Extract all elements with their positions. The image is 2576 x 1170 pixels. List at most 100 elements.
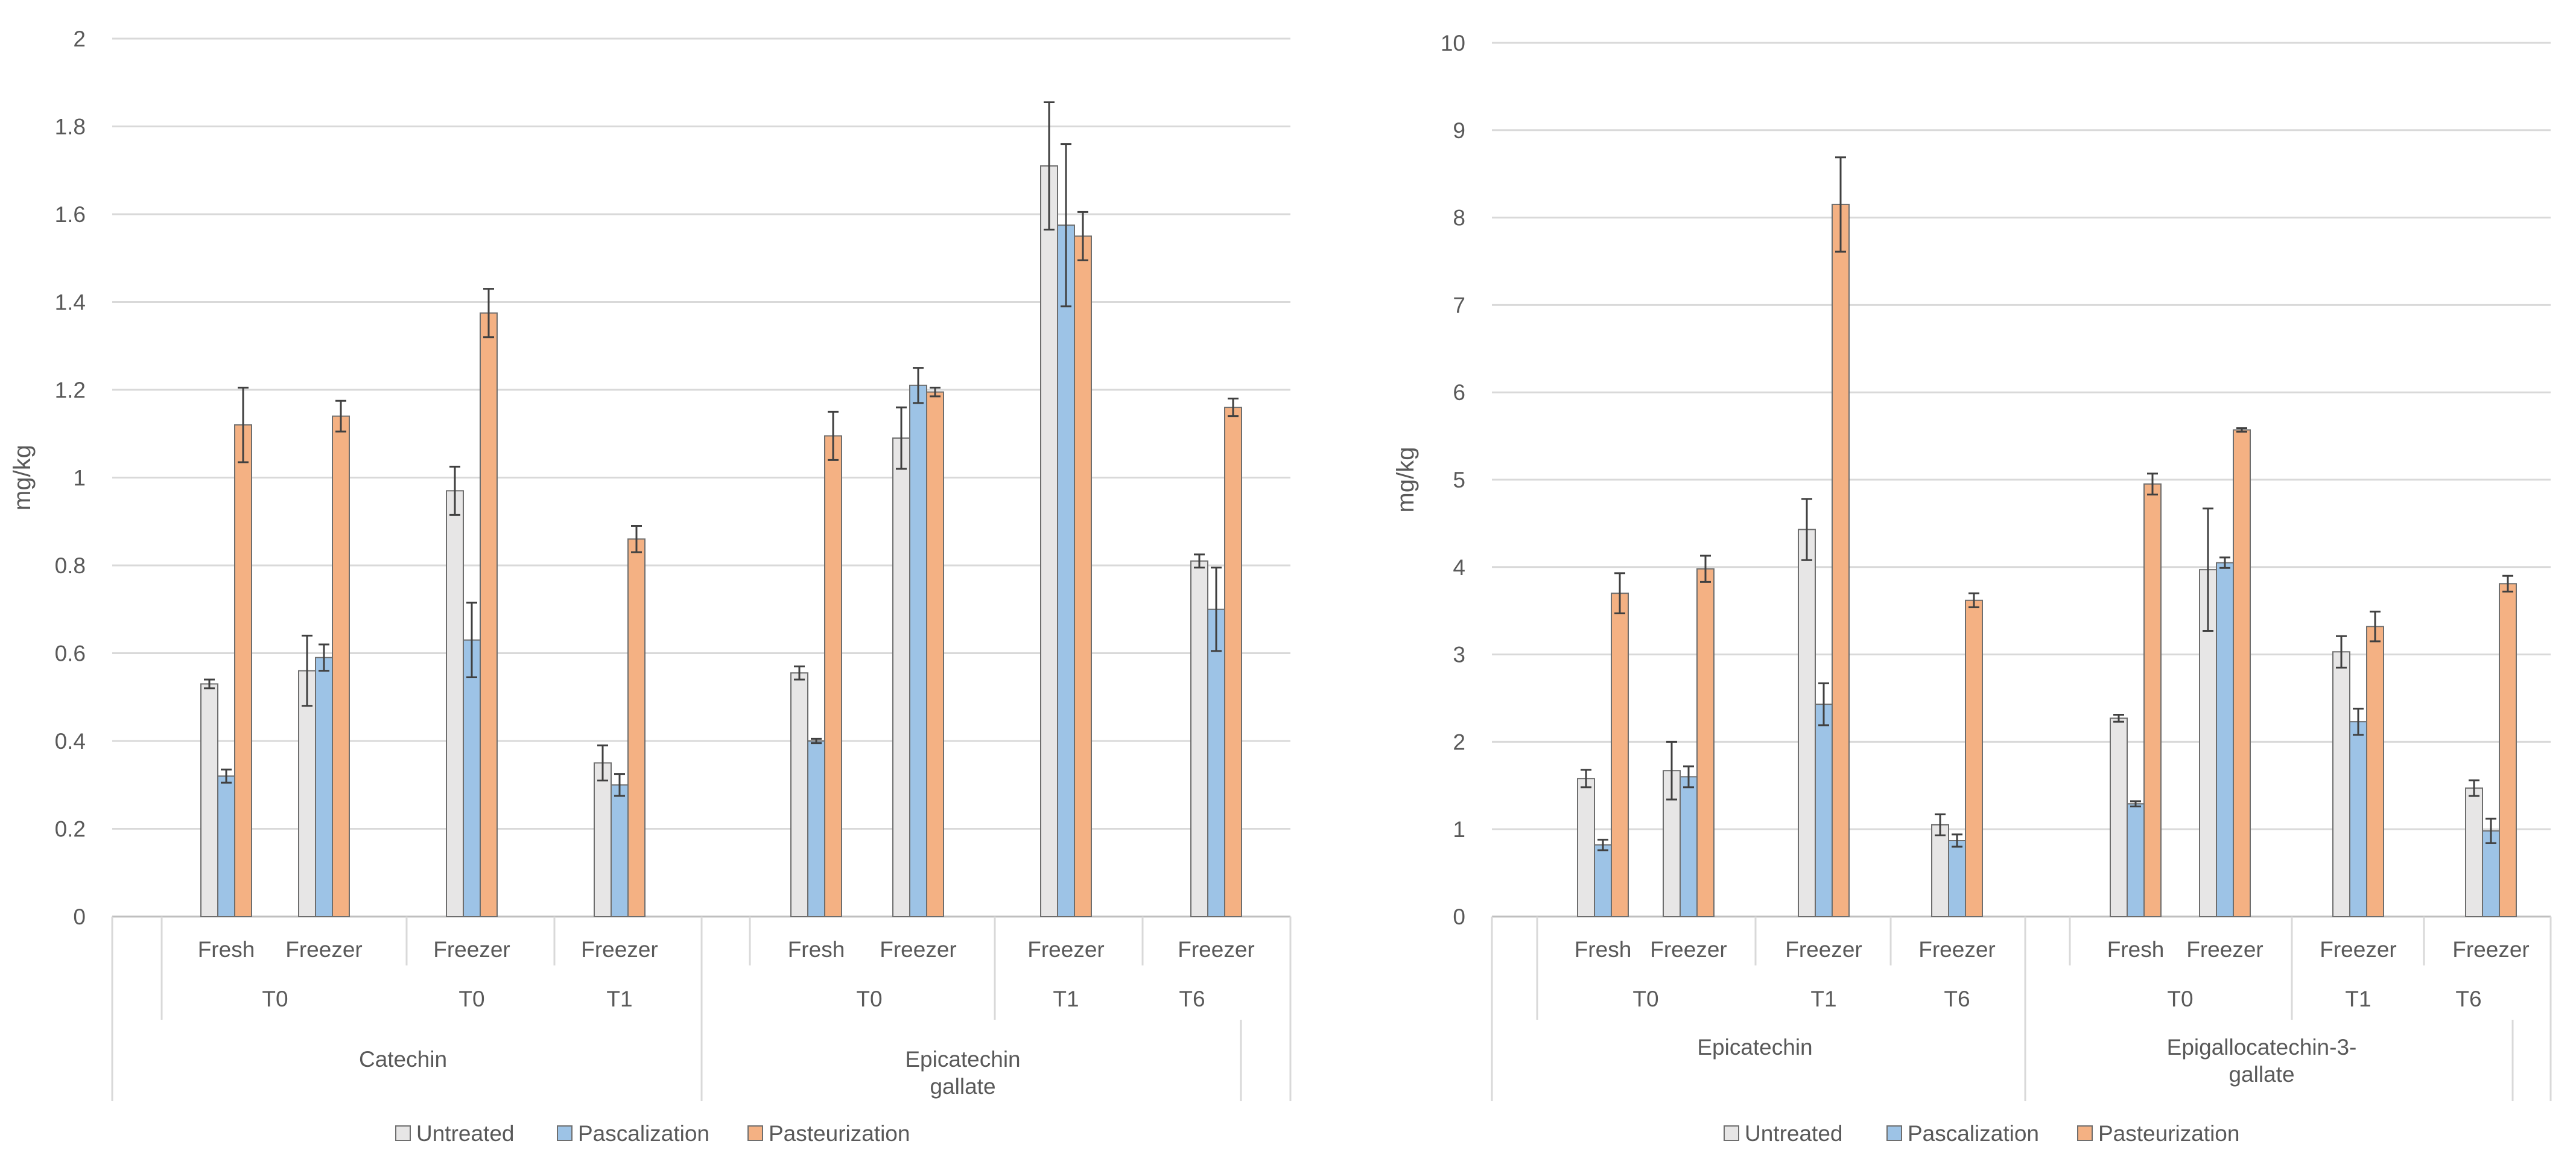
bar-pascalization xyxy=(2216,562,2234,917)
bar-pascalization xyxy=(1680,776,1698,917)
chart-catechin-ecg: 0 0.2 0.4 0.6 0.8 1 1.2 1.4 1.6 1.8 2 mg/kg Fresh Fre… xyxy=(9,27,1292,1146)
bar-pasteurization xyxy=(824,435,842,917)
bar-pascalization xyxy=(807,740,825,917)
x-tick-storage-label: Freezer xyxy=(2320,937,2396,962)
bar-pasteurization xyxy=(1696,568,1715,917)
legend-swatch-untreated xyxy=(395,1125,411,1141)
bar-untreated xyxy=(446,490,464,917)
x-tick-storage-label: Freezer xyxy=(880,937,956,962)
y-tick-label: 0 xyxy=(73,905,86,929)
legend-swatch-pasteurization xyxy=(747,1125,763,1141)
bar-untreated xyxy=(2465,787,2483,918)
legend-label: Pasteurization xyxy=(769,1121,910,1146)
bar-pascalization xyxy=(1207,608,1225,917)
bar-untreated xyxy=(1931,824,1949,917)
y-tick-label: 0.8 xyxy=(55,553,86,578)
y-tick-label: 8 xyxy=(1453,206,1465,231)
x-tick-time-label: T6 xyxy=(2455,987,2481,1011)
y-axis-title: mg/kg xyxy=(1392,447,1419,513)
x-tick-compound-label: Catechin xyxy=(359,1047,447,1072)
y-tick-label: 2 xyxy=(73,27,86,51)
y-tick-label: 0 xyxy=(1453,905,1465,929)
y-tick-label: 1.4 xyxy=(55,290,86,315)
bar-pasteurization xyxy=(480,312,498,917)
y-tick-label: 0.6 xyxy=(55,641,86,666)
y-tick-label: 1 xyxy=(1453,817,1465,842)
x-tick-storage-label: Freezer xyxy=(285,937,362,962)
bar-pasteurization xyxy=(2233,429,2251,917)
x-tick-time-label: T0 xyxy=(1632,987,1658,1011)
bar-pascalization xyxy=(1948,840,1966,918)
bar-untreated xyxy=(200,683,218,918)
bar-untreated xyxy=(2110,717,2128,917)
x-tick-storage-label: Freezer xyxy=(1918,937,1995,962)
x-tick-storage-label: Freezer xyxy=(433,937,510,962)
y-tick-label: 1.2 xyxy=(55,378,86,402)
bar-pascalization xyxy=(463,639,481,918)
bar-untreated xyxy=(892,437,910,917)
bar-pascalization xyxy=(909,384,927,917)
y-tick-label: 1 xyxy=(73,466,86,491)
bar-pasteurization xyxy=(1074,235,1092,917)
bar-untreated xyxy=(1798,529,1816,917)
bar-pascalization xyxy=(1057,224,1075,917)
bar-pasteurization xyxy=(627,538,646,917)
bar-pascalization xyxy=(1594,844,1612,918)
x-tick-time-label: T1 xyxy=(1053,987,1079,1011)
x-tick-storage-label: Freezer xyxy=(1027,937,1104,962)
y-tick-label: 2 xyxy=(1453,730,1465,754)
x-tick-storage-label: Fresh xyxy=(1575,937,1632,962)
bar-untreated xyxy=(790,672,808,918)
bar-pasteurization xyxy=(926,391,944,917)
x-tick-compound-label: Epicatechin xyxy=(1697,1035,1812,1060)
bar-untreated xyxy=(594,762,612,917)
bar-pasteurization xyxy=(2143,483,2162,917)
bar-pasteurization xyxy=(234,424,252,917)
x-tick-storage-label: Fresh xyxy=(2107,937,2165,962)
x-tick-time-label: T6 xyxy=(1179,987,1205,1011)
legend-label: Untreated xyxy=(416,1121,515,1146)
x-tick-time-label: T1 xyxy=(1810,987,1836,1011)
bar-pascalization xyxy=(611,784,629,917)
legend-label: Pascalization xyxy=(578,1121,709,1146)
bar-pasteurization xyxy=(1224,407,1242,917)
x-tick-storage-label: Freezer xyxy=(2186,937,2263,962)
compound-label-line: gallate xyxy=(930,1074,995,1099)
bar-untreated xyxy=(1190,560,1208,917)
bar-pasteurization xyxy=(1965,599,1983,917)
x-tick-time-label: T0 xyxy=(458,987,484,1011)
bar-pascalization xyxy=(1815,704,1833,917)
y-tick-label: 5 xyxy=(1453,468,1465,492)
legend-swatch-pascalization xyxy=(1886,1125,1902,1141)
bar-pasteurization xyxy=(1832,203,1850,917)
x-tick-compound-label: Epicatechin gallate xyxy=(905,1047,1020,1099)
legend-label: Pasteurization xyxy=(2098,1121,2239,1146)
x-tick-storage-label: Freezer xyxy=(1785,937,1862,962)
x-tick-storage-label: Freezer xyxy=(2452,937,2529,962)
legend-swatch-pascalization xyxy=(557,1125,573,1141)
compound-label-line: Epicatechin xyxy=(905,1047,1020,1072)
x-tick-storage-label: Fresh xyxy=(198,937,255,962)
bar-pascalization xyxy=(315,657,333,918)
y-tick-label: 10 xyxy=(1441,31,1465,56)
y-tick-label: 4 xyxy=(1453,555,1465,580)
y-tick-label: 1.6 xyxy=(55,202,86,227)
bar-pascalization xyxy=(2349,721,2367,917)
x-tick-storage-label: Freezer xyxy=(1650,937,1727,962)
x-tick-compound-label: Epigallocatechin-3-gallate xyxy=(2167,1035,2357,1087)
legend-swatch-pasteurization xyxy=(2077,1125,2093,1141)
bar-pascalization xyxy=(217,775,235,917)
bar-pasteurization xyxy=(2366,626,2384,918)
bar-untreated xyxy=(2332,651,2350,917)
y-tick-label: 7 xyxy=(1453,293,1465,317)
chart-epicatechin-egcg: 0 1 2 3 4 5 6 7 8 9 10 mg/kg Fresh Freezer Freezer Free… xyxy=(1392,31,2552,1146)
y-tick-label: 3 xyxy=(1453,643,1465,667)
compound-label-line: Epigallocatechin-3- xyxy=(2167,1035,2357,1060)
x-tick-time-label: T0 xyxy=(856,987,882,1011)
x-tick-time-label: T0 xyxy=(262,987,288,1011)
y-tick-label: 1.8 xyxy=(55,115,86,139)
bar-untreated xyxy=(1577,778,1595,917)
bar-pasteurization xyxy=(1611,593,1629,917)
bar-pasteurization xyxy=(332,415,350,917)
